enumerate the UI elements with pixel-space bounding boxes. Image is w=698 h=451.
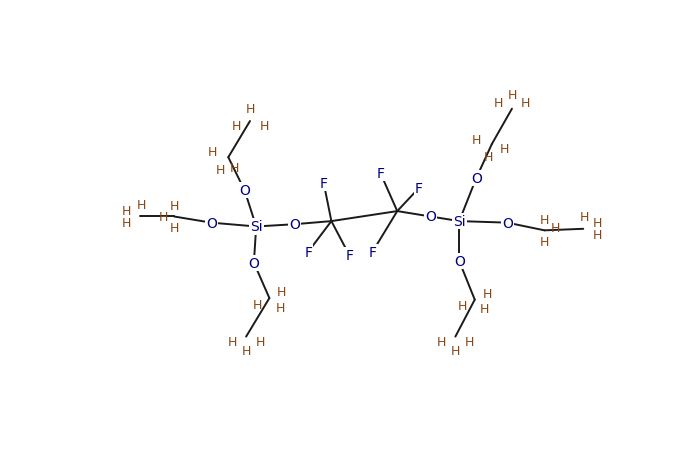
- Text: H: H: [228, 335, 237, 348]
- Text: H: H: [540, 214, 549, 226]
- Text: F: F: [415, 182, 423, 196]
- Text: O: O: [206, 216, 216, 230]
- Text: O: O: [425, 210, 436, 224]
- Text: H: H: [593, 229, 602, 242]
- Text: H: H: [277, 286, 286, 299]
- Text: H: H: [593, 216, 602, 230]
- Text: H: H: [230, 162, 239, 175]
- Text: H: H: [242, 344, 251, 357]
- Text: F: F: [376, 166, 384, 180]
- Text: H: H: [121, 216, 131, 230]
- Text: H: H: [158, 211, 168, 224]
- Text: O: O: [454, 254, 465, 268]
- Text: H: H: [521, 97, 530, 110]
- Text: H: H: [259, 120, 269, 133]
- Text: H: H: [437, 335, 446, 348]
- Text: O: O: [502, 216, 513, 230]
- Text: O: O: [248, 256, 260, 270]
- Text: H: H: [484, 151, 493, 164]
- Text: H: H: [276, 301, 285, 314]
- Text: H: H: [451, 344, 460, 357]
- Text: H: H: [245, 103, 255, 116]
- Text: H: H: [137, 198, 146, 211]
- Text: F: F: [320, 176, 327, 190]
- Text: Si: Si: [453, 215, 466, 229]
- Text: H: H: [472, 133, 481, 147]
- Text: H: H: [465, 335, 474, 348]
- Text: H: H: [458, 299, 467, 313]
- Text: H: H: [580, 211, 590, 224]
- Text: F: F: [346, 249, 353, 262]
- Text: H: H: [216, 164, 225, 177]
- Text: F: F: [304, 245, 312, 259]
- Text: F: F: [369, 245, 376, 259]
- Text: H: H: [493, 97, 503, 110]
- Text: H: H: [551, 221, 560, 234]
- Text: H: H: [540, 235, 549, 248]
- Text: O: O: [471, 171, 482, 185]
- Text: H: H: [231, 120, 241, 133]
- Text: H: H: [482, 287, 492, 300]
- Text: H: H: [252, 298, 262, 311]
- Text: H: H: [507, 89, 517, 102]
- Text: H: H: [255, 335, 265, 348]
- Text: H: H: [480, 303, 489, 316]
- Text: O: O: [239, 184, 250, 198]
- Text: O: O: [290, 218, 300, 232]
- Text: H: H: [500, 143, 509, 156]
- Text: H: H: [121, 204, 131, 217]
- Text: H: H: [170, 221, 179, 234]
- Text: Si: Si: [250, 220, 262, 234]
- Text: H: H: [208, 145, 218, 158]
- Text: H: H: [170, 200, 179, 213]
